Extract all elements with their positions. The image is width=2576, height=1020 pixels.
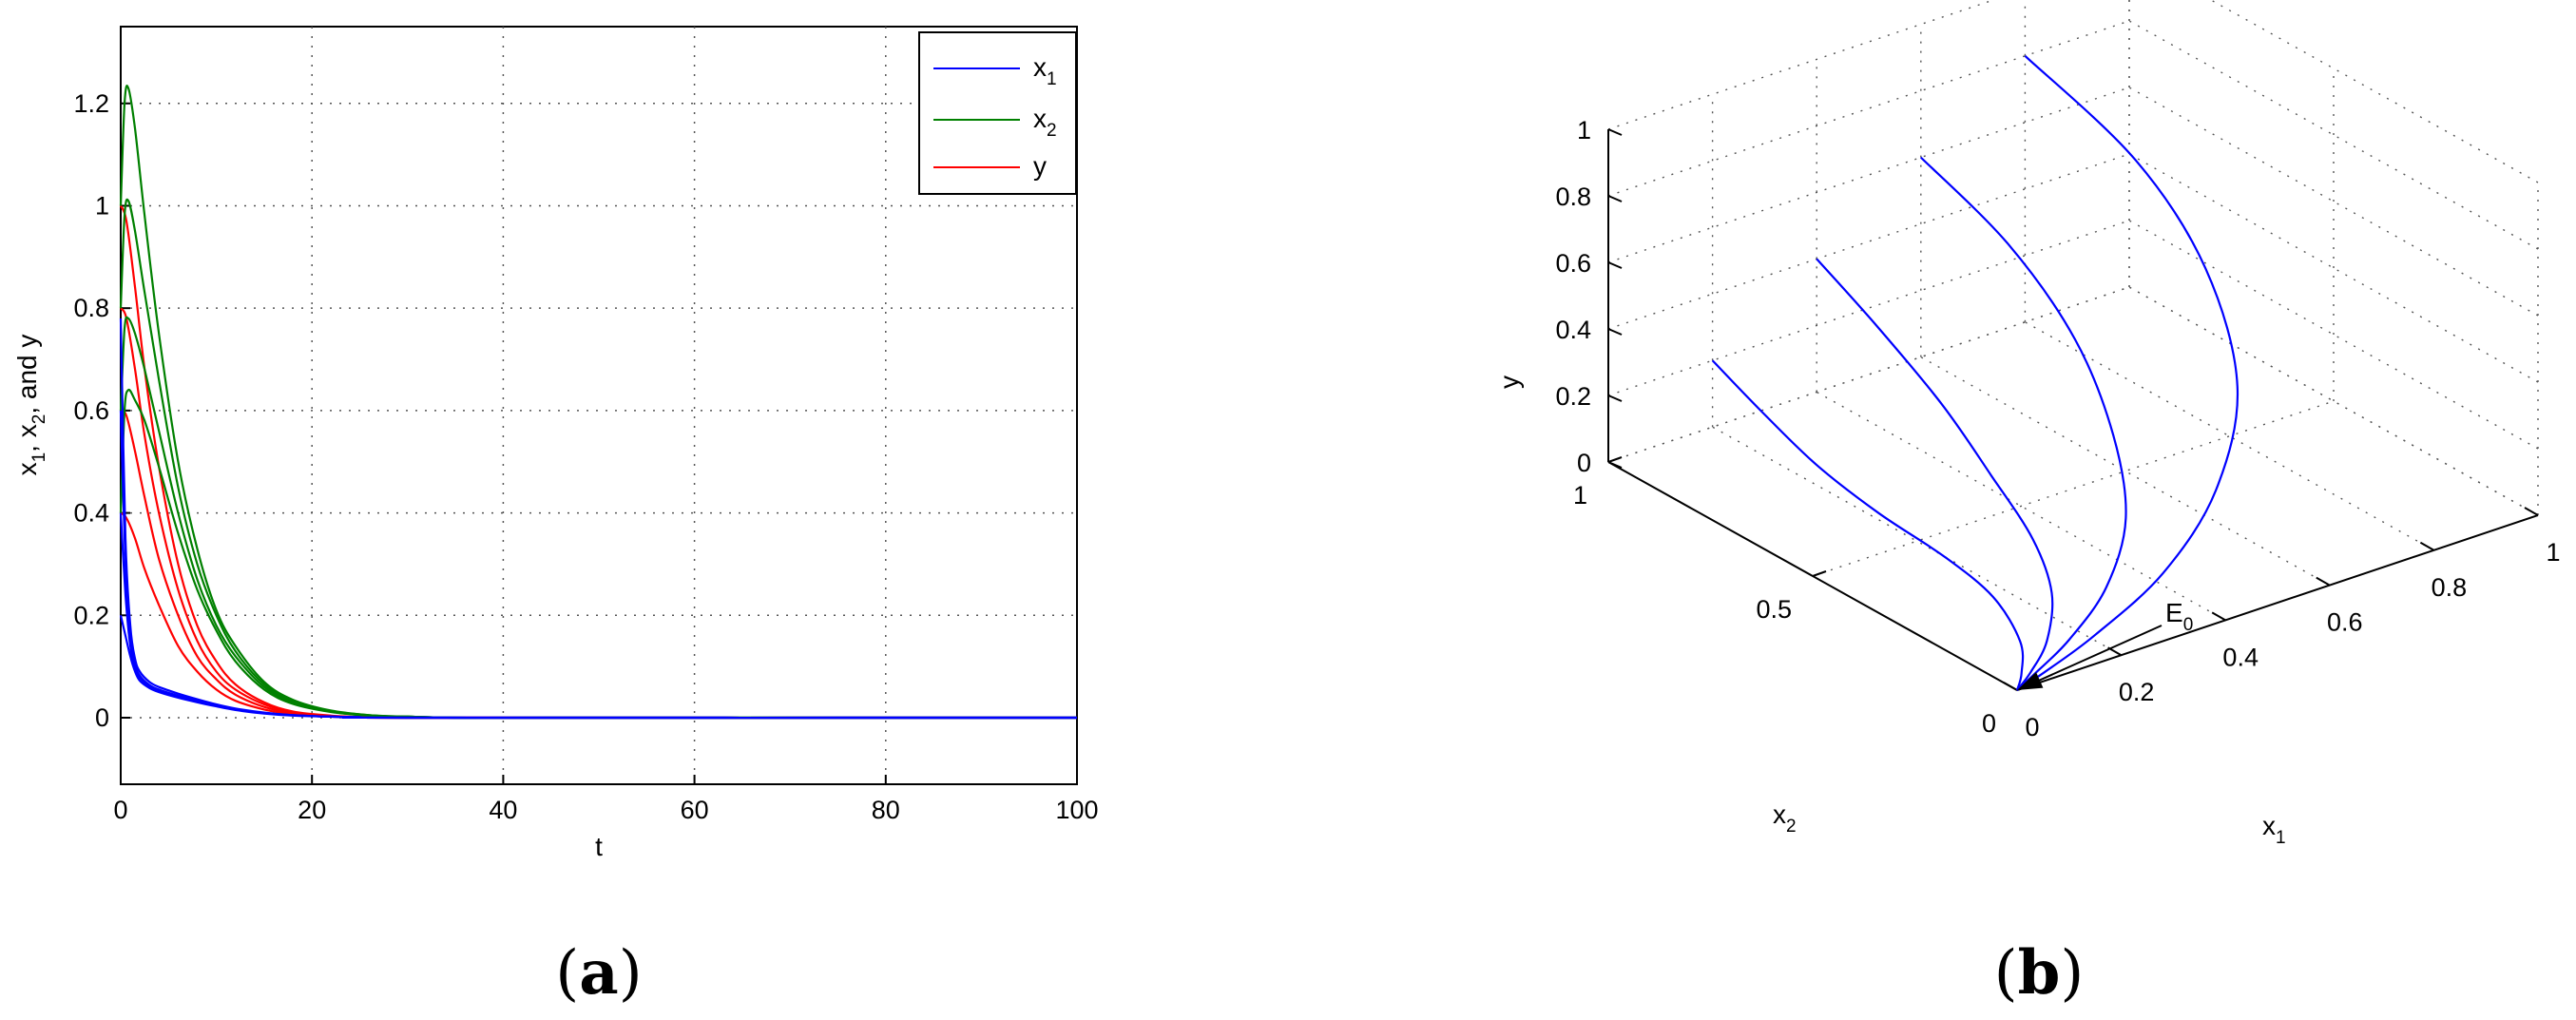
x1-tick-mark (2524, 507, 2539, 516)
x-tick-label: 100 (1055, 796, 1098, 824)
chart-a-2d-time-series: 0 20 40 60 80 100 0 0.2 0.4 0.6 0.8 1 1.2 t x1, x2, … (12, 26, 1099, 861)
x1-tick-mark (2316, 576, 2331, 587)
legend-box (918, 31, 1077, 195)
wall-gridline (1607, 153, 2130, 330)
wall-gridline (2128, 220, 2539, 450)
x-tick-label: 60 (681, 796, 709, 824)
floor-gridline (1812, 400, 2335, 577)
series-line-x1 (119, 615, 1078, 720)
y-axis-label-3d: y (1494, 375, 1524, 389)
y-tick-label: 0.8 (1555, 183, 1591, 211)
y-tick-label: 0 (95, 703, 109, 732)
svg-text:y: y (1494, 375, 1524, 389)
y-tick-mark (1607, 395, 1623, 402)
x1-tick-label: 0.6 (2327, 608, 2363, 637)
e0-label: E0 (2165, 598, 2193, 635)
y-tick-label: 0.6 (73, 396, 109, 425)
floor-gridline (1816, 391, 2226, 622)
y-tick-label: 0.8 (73, 294, 109, 322)
legend: x1 x2 y (918, 31, 1077, 195)
wall-gridline (1607, 87, 2130, 263)
x-tick-label: 20 (298, 796, 326, 824)
y-tick-label: 0.4 (73, 499, 109, 528)
3d-gridlines (1607, 0, 2539, 691)
y-tick-mark (1607, 461, 1623, 469)
x1-tick-label: 0.2 (2119, 678, 2155, 706)
y-tick-label: 1 (95, 191, 109, 220)
legend-entry-y: y (1033, 151, 1047, 181)
x2-axis-label: x2 (1773, 799, 1797, 837)
x2-tick-mark (1607, 456, 1623, 463)
y-tick-mark (1607, 328, 1623, 336)
plot-area-frame (120, 26, 1078, 785)
x2-tick-mark (1812, 570, 1827, 577)
legend-entry-x1: x1 (1033, 52, 1057, 89)
y-tick-label: 0.6 (1555, 249, 1591, 278)
x2-tick-label: 1 (1573, 481, 1587, 510)
legend-entry-x2: x2 (1033, 104, 1057, 141)
e0-annotation: E0 (2017, 598, 2193, 690)
e0-arrowhead (2017, 672, 2044, 690)
floor-gridline (1712, 426, 2122, 656)
x1-tick-label: 0 (2025, 713, 2039, 741)
wall-gridline (2209, 0, 2539, 183)
wall-gridline (2128, 153, 2539, 383)
x1-axis-line (2016, 514, 2539, 691)
y-tick-label: 1 (1577, 116, 1591, 144)
x1-tick-label: 1 (2546, 538, 2560, 567)
x-axis-label: t (595, 832, 603, 861)
e0-arrow (2031, 625, 2163, 684)
3d-tick-labels: 0 0.2 0.4 0.6 0.8 1 0 0.5 1 0 0.2 0.4 0.6 0.8 1 (1555, 116, 2560, 741)
wall-gridline (2128, 286, 2539, 516)
x1-axis-label: x1 (2262, 811, 2286, 848)
panel-label-b: (b) (1994, 937, 2085, 1009)
wall-gridline (1607, 0, 1996, 130)
x2-tick-label: 0 (1982, 709, 1996, 738)
y-tick-label: 1.2 (73, 89, 109, 118)
wall-gridline (2128, 87, 2539, 317)
wall-gridline (1607, 286, 2130, 463)
trajectory-line (1816, 258, 2054, 691)
y-axis-label: x1, x2, and y (12, 335, 49, 476)
panel-label-a: (a) (555, 937, 642, 1009)
x-tick-label: 80 (872, 796, 900, 824)
trajectory-line (1711, 359, 2025, 691)
x-tick-label: 40 (489, 796, 517, 824)
trajectory-line (1920, 156, 2127, 691)
svg-text:x1, x2, and y: x1, x2, and y (12, 335, 49, 476)
x2-tick-label: 0.5 (1756, 595, 1792, 624)
3d-axes (1607, 128, 2539, 691)
x1-tick-mark (2003, 682, 2018, 691)
y-tick-label: 0.2 (73, 601, 109, 629)
wall-gridline (1607, 20, 2130, 197)
y-tick-mark (1607, 261, 1623, 269)
y-tick-label: 0.4 (1555, 316, 1591, 344)
x1-tick-label: 0.8 (2432, 573, 2468, 602)
y-tick-mark (1607, 195, 1623, 202)
x1-tick-mark (2211, 611, 2226, 622)
x1-tick-label: 0.4 (2222, 643, 2259, 671)
trajectories (1711, 54, 2240, 691)
y-tick-label: 0 (1577, 449, 1591, 477)
trajectory-line (2016, 54, 2240, 691)
series-lines (119, 85, 1078, 720)
x1-tick-mark (2419, 541, 2434, 551)
wall-gridline (1607, 220, 2130, 396)
tick-labels: 0 20 40 60 80 100 0 0.2 0.4 0.6 0.8 1 1.2 (73, 89, 1098, 824)
floor-gridline (1920, 356, 2331, 587)
y-tick-mark (1607, 128, 1623, 136)
floor-gridline (2025, 321, 2434, 551)
x-tick-label: 0 (113, 796, 127, 824)
y-tick-label: 0.2 (1555, 382, 1591, 411)
wall-gridline (2128, 20, 2539, 250)
